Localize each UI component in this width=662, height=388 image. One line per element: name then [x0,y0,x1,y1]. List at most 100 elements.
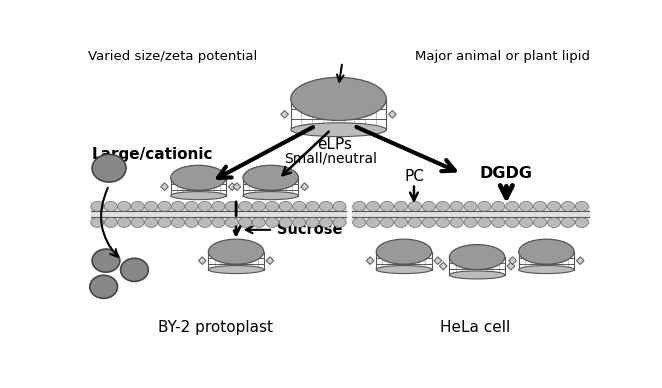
Ellipse shape [367,201,380,211]
Polygon shape [209,252,263,270]
Ellipse shape [92,249,120,272]
Ellipse shape [171,192,226,200]
Ellipse shape [547,218,561,227]
Ellipse shape [464,218,477,227]
Ellipse shape [534,201,547,211]
Polygon shape [161,183,168,191]
Ellipse shape [575,218,589,227]
Ellipse shape [333,201,346,211]
Text: Varied size/zeta potential: Varied size/zeta potential [88,50,258,63]
Ellipse shape [395,201,408,211]
Ellipse shape [171,201,185,211]
Ellipse shape [104,201,117,211]
Ellipse shape [209,239,263,264]
Ellipse shape [450,218,463,227]
Polygon shape [281,111,289,118]
Ellipse shape [199,201,211,211]
Ellipse shape [185,218,198,227]
Ellipse shape [144,201,158,211]
Ellipse shape [171,165,226,190]
Ellipse shape [265,218,279,227]
Ellipse shape [449,244,505,270]
Ellipse shape [381,218,394,227]
Polygon shape [243,178,299,196]
Ellipse shape [547,201,561,211]
Ellipse shape [506,218,519,227]
Text: BY-2 protoplast: BY-2 protoplast [158,320,273,335]
Ellipse shape [367,218,380,227]
Ellipse shape [506,201,519,211]
Text: Sucrose: Sucrose [277,222,342,237]
Polygon shape [519,252,574,270]
Polygon shape [228,183,236,191]
Polygon shape [434,257,442,265]
Ellipse shape [158,218,171,227]
Polygon shape [266,257,274,265]
Polygon shape [577,257,584,265]
Polygon shape [301,183,308,191]
Ellipse shape [118,218,131,227]
Polygon shape [199,257,206,265]
Ellipse shape [118,201,131,211]
Ellipse shape [492,218,505,227]
Ellipse shape [478,201,491,211]
Polygon shape [376,252,432,270]
Ellipse shape [158,201,171,211]
Ellipse shape [291,77,386,121]
Polygon shape [171,178,226,196]
Ellipse shape [408,201,422,211]
Ellipse shape [212,218,225,227]
Polygon shape [449,257,505,275]
Ellipse shape [104,218,117,227]
Ellipse shape [120,258,148,281]
Text: Major animal or plant lipid: Major animal or plant lipid [415,50,591,63]
Ellipse shape [519,265,574,274]
Ellipse shape [520,218,533,227]
Ellipse shape [450,201,463,211]
Ellipse shape [376,239,432,264]
Ellipse shape [185,201,198,211]
Ellipse shape [376,265,432,274]
Text: Large/cationic: Large/cationic [92,147,214,162]
Text: eLPs: eLPs [317,137,352,152]
Ellipse shape [561,201,575,211]
Ellipse shape [436,201,449,211]
Ellipse shape [239,201,252,211]
Ellipse shape [408,218,422,227]
Ellipse shape [279,218,292,227]
Polygon shape [233,183,241,191]
Ellipse shape [575,201,589,211]
Ellipse shape [252,201,265,211]
Ellipse shape [265,201,279,211]
Ellipse shape [243,192,299,200]
Ellipse shape [422,201,436,211]
Ellipse shape [243,165,299,190]
Ellipse shape [239,218,252,227]
Ellipse shape [306,201,319,211]
Ellipse shape [171,218,185,227]
Ellipse shape [333,218,346,227]
Ellipse shape [199,218,211,227]
Ellipse shape [395,218,408,227]
Ellipse shape [291,123,386,137]
Ellipse shape [534,218,547,227]
Ellipse shape [353,218,366,227]
Ellipse shape [212,201,225,211]
Polygon shape [291,99,386,130]
Text: PC: PC [404,169,424,184]
Ellipse shape [91,201,104,211]
Ellipse shape [90,275,118,298]
Polygon shape [508,257,516,265]
Text: Small/neutral: Small/neutral [284,151,377,165]
Ellipse shape [478,218,491,227]
Text: HeLa cell: HeLa cell [440,320,510,335]
Ellipse shape [279,201,292,211]
Ellipse shape [225,218,238,227]
Ellipse shape [561,218,575,227]
Ellipse shape [519,239,574,264]
Polygon shape [366,257,374,265]
Ellipse shape [381,201,394,211]
Ellipse shape [353,201,366,211]
Ellipse shape [436,218,449,227]
Ellipse shape [131,218,144,227]
